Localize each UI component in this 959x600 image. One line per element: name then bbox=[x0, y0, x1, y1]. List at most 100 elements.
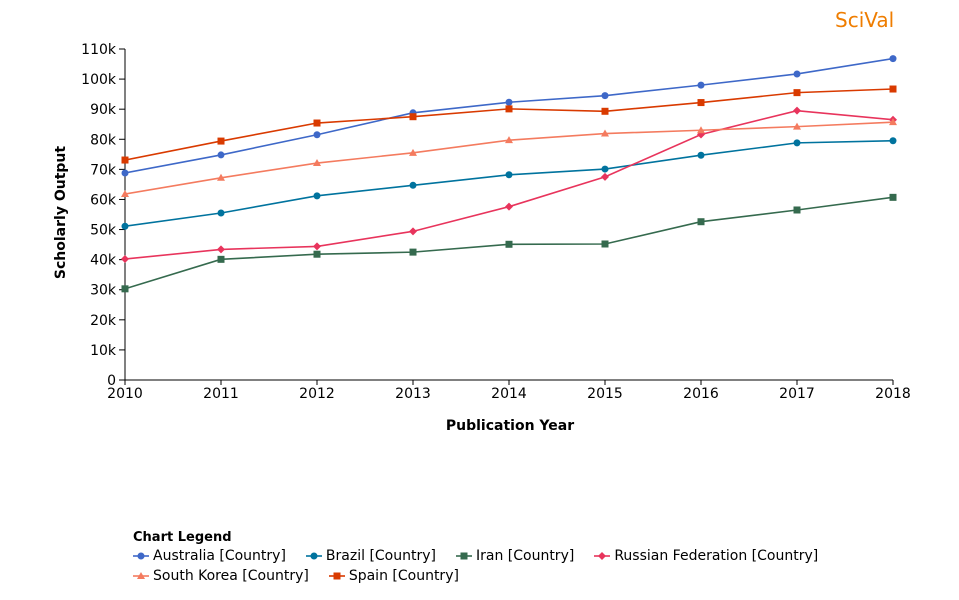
data-point bbox=[505, 171, 513, 179]
legend-swatch-marker bbox=[137, 552, 145, 560]
data-point bbox=[505, 98, 513, 106]
x-tick-label: 2013 bbox=[395, 386, 431, 402]
series-spain bbox=[121, 85, 897, 164]
data-point bbox=[217, 245, 225, 254]
y-tick-label: 100k bbox=[81, 72, 117, 88]
data-point bbox=[121, 285, 129, 293]
data-point bbox=[793, 206, 801, 214]
x-axis-label: Publication Year bbox=[446, 418, 574, 434]
data-point bbox=[697, 126, 705, 134]
data-point bbox=[409, 148, 417, 156]
series-australia bbox=[121, 55, 897, 177]
legend-swatch-marker bbox=[598, 552, 607, 560]
data-point bbox=[505, 136, 513, 144]
legend-label: South Korea [Country] bbox=[153, 568, 309, 584]
data-point bbox=[697, 81, 705, 89]
x-tick-label: 2015 bbox=[587, 386, 623, 402]
data-point bbox=[505, 105, 513, 113]
y-tick-label: 30k bbox=[90, 283, 117, 299]
data-point bbox=[505, 202, 513, 211]
data-point bbox=[601, 240, 609, 248]
legend-item: South Korea [Country] bbox=[133, 568, 309, 584]
legend-label: Brazil [Country] bbox=[325, 548, 436, 564]
data-point bbox=[217, 151, 225, 159]
data-point bbox=[889, 55, 897, 63]
legend-swatch-marker bbox=[333, 572, 341, 580]
data-point bbox=[697, 151, 705, 159]
data-point bbox=[217, 137, 225, 145]
x-tick-label: 2012 bbox=[299, 386, 335, 402]
y-tick-label: 70k bbox=[90, 162, 117, 178]
y-tick-label: 0 bbox=[107, 373, 116, 389]
legend-swatch-icon bbox=[133, 552, 149, 560]
legend-item: Iran [Country] bbox=[455, 548, 575, 564]
data-point bbox=[409, 181, 417, 189]
data-point bbox=[313, 119, 321, 127]
data-point bbox=[793, 139, 801, 147]
data-point bbox=[409, 227, 417, 236]
legend-row: Australia [Country] Brazil [Country] Iran … bbox=[133, 546, 838, 566]
legend-swatch-marker bbox=[310, 552, 318, 560]
legend-label: Russian Federation [Country] bbox=[614, 548, 819, 564]
data-point bbox=[121, 156, 129, 164]
data-point bbox=[601, 172, 609, 181]
series-line bbox=[124, 121, 894, 195]
data-point bbox=[889, 137, 897, 145]
series-line bbox=[124, 109, 894, 260]
data-point bbox=[217, 255, 225, 263]
legend-item: Spain [Country] bbox=[328, 568, 459, 584]
series-brazil bbox=[121, 137, 897, 230]
data-point bbox=[889, 193, 897, 201]
data-point bbox=[697, 99, 705, 107]
y-tick-label: 50k bbox=[90, 223, 117, 239]
y-axis-label: Scholarly Output bbox=[53, 146, 69, 279]
series-south-korea bbox=[121, 118, 897, 198]
data-point bbox=[409, 248, 417, 256]
data-point bbox=[793, 122, 801, 130]
legend-swatch-icon bbox=[305, 552, 322, 560]
data-point bbox=[793, 89, 801, 97]
data-point bbox=[217, 209, 225, 217]
chart-legend: Chart Legend Australia [Country] Brazil [… bbox=[133, 530, 838, 586]
series-iran bbox=[121, 193, 897, 293]
y-tick-label: 10k bbox=[90, 343, 117, 359]
legend-swatch-marker bbox=[137, 572, 145, 579]
data-point bbox=[793, 106, 801, 115]
data-point bbox=[889, 118, 897, 126]
line-chart: 0 10k 20k 30k 40k 50k 60k 70k 80k 90k 100k 110k 2010… bbox=[53, 42, 911, 434]
legend-item: Brazil [Country] bbox=[305, 548, 436, 564]
data-point bbox=[313, 192, 321, 200]
data-point bbox=[889, 85, 897, 93]
x-tick-label: 2011 bbox=[203, 386, 239, 402]
y-tick-label: 80k bbox=[90, 132, 117, 148]
legend-swatch-icon bbox=[133, 572, 149, 579]
data-point bbox=[313, 131, 321, 139]
data-point bbox=[409, 113, 417, 121]
data-point bbox=[697, 218, 705, 226]
data-point bbox=[601, 129, 609, 137]
legend-item: Australia [Country] bbox=[133, 548, 286, 564]
legend-label: Iran [Country] bbox=[475, 548, 575, 564]
data-point bbox=[601, 165, 609, 173]
data-point bbox=[217, 173, 225, 181]
legend-swatch-icon bbox=[455, 552, 472, 560]
legend-item: Russian Federation [Country] bbox=[594, 548, 818, 564]
data-point bbox=[313, 242, 321, 251]
y-tick-label: 20k bbox=[90, 313, 117, 329]
data-point bbox=[793, 70, 801, 78]
data-point bbox=[121, 255, 129, 264]
y-tick-label: 60k bbox=[90, 192, 117, 208]
legend-swatch-icon bbox=[328, 572, 345, 580]
data-point bbox=[121, 190, 129, 198]
x-tick-label: 2016 bbox=[683, 386, 719, 402]
data-point bbox=[121, 169, 129, 177]
data-point bbox=[505, 240, 513, 248]
legend-row: South Korea [Country] Spain [Country] bbox=[133, 566, 838, 586]
data-point bbox=[601, 107, 609, 115]
x-tick-label: 2018 bbox=[875, 386, 911, 402]
x-tick-label: 2014 bbox=[491, 386, 527, 402]
data-point bbox=[313, 250, 321, 258]
x-tick-label: 2017 bbox=[779, 386, 815, 402]
x-tick-label: 2010 bbox=[107, 386, 143, 402]
data-point bbox=[121, 222, 129, 230]
